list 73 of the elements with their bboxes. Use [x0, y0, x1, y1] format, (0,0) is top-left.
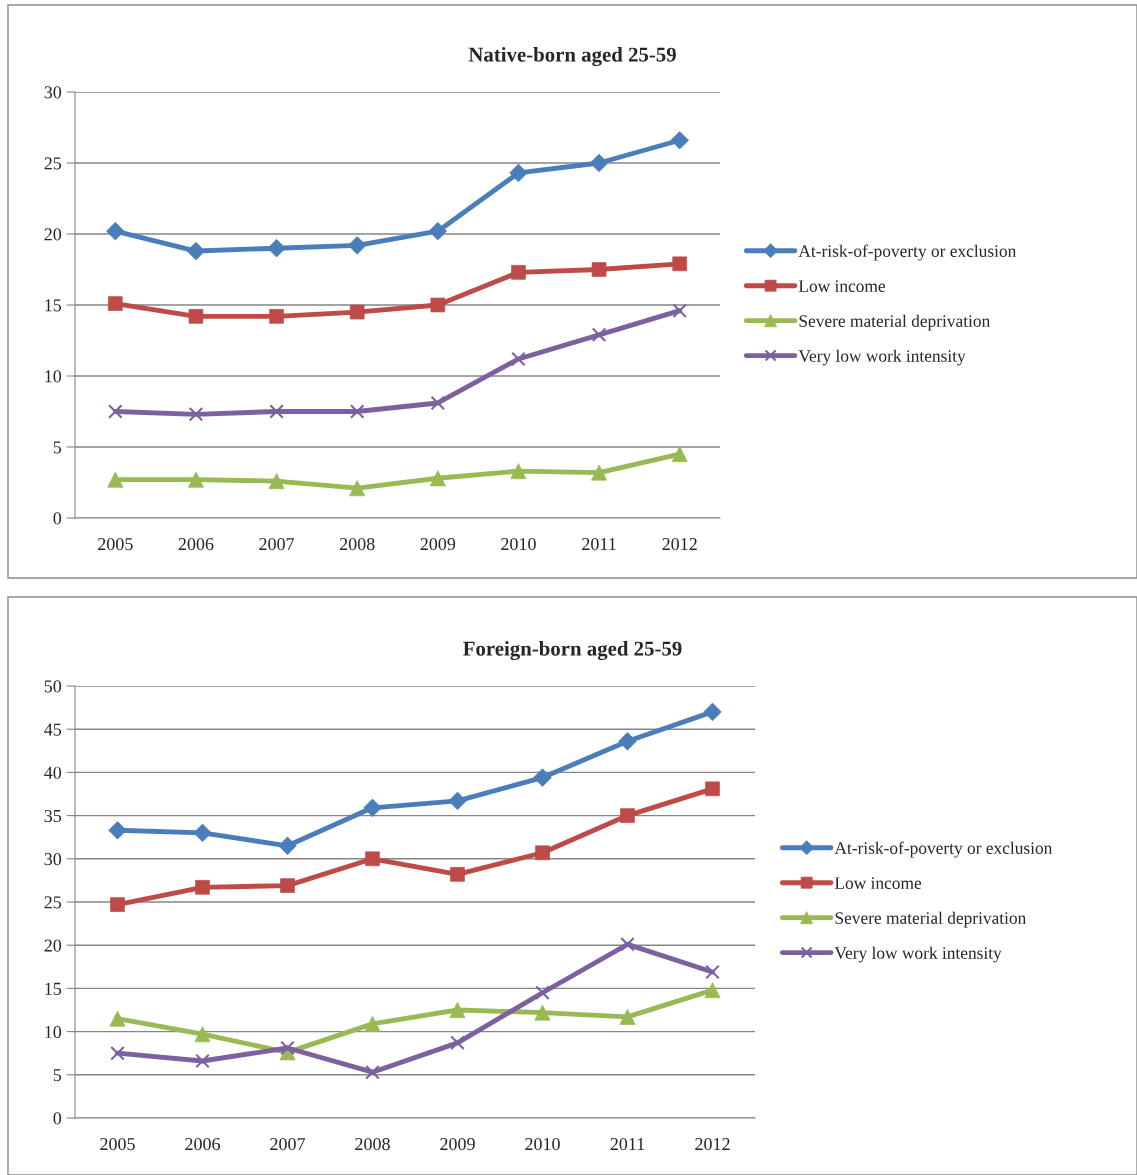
- point: [188, 309, 204, 324]
- y-tick-label: 5: [53, 1069, 62, 1082]
- point: [363, 798, 382, 818]
- point: [705, 964, 720, 980]
- y-tick-label: 0: [53, 512, 62, 525]
- legend-label: Severe material deprivation: [835, 911, 1027, 928]
- point: [509, 163, 528, 183]
- point: [195, 1053, 210, 1069]
- point: [188, 407, 204, 422]
- x-tick-label: 2010: [525, 1137, 560, 1151]
- x-tick-label: 2007: [270, 1137, 306, 1151]
- y-tick-label: 25: [44, 896, 62, 909]
- chart-title: Foreign-born aged 25-59: [463, 640, 682, 661]
- x-tick-label: 2005: [98, 537, 133, 551]
- point: [349, 404, 365, 419]
- x-tick-label: 2008: [339, 537, 375, 551]
- y-tick-label: 40: [44, 766, 62, 779]
- legend-label: Very low work intensity: [834, 946, 1002, 963]
- x-tick-label: 2007: [259, 537, 295, 551]
- point: [672, 303, 687, 318]
- y-tick-label: 10: [45, 370, 62, 383]
- point: [365, 1064, 380, 1080]
- point: [535, 985, 550, 1001]
- y-tick-label: 35: [44, 809, 62, 823]
- point: [110, 1045, 125, 1061]
- point: [671, 446, 688, 463]
- point: [280, 1040, 295, 1056]
- x-tick-label: 2006: [185, 1137, 221, 1151]
- x-tick-label: 2010: [501, 537, 536, 551]
- x-tick-label: 2009: [440, 1137, 475, 1151]
- point: [672, 256, 687, 272]
- point: [269, 404, 284, 419]
- point: [108, 821, 127, 840]
- x-tick-label: 2012: [695, 1137, 730, 1151]
- point: [591, 327, 607, 343]
- legend-label: Very low work intensity: [798, 349, 966, 366]
- y-tick-label: 20: [44, 939, 62, 952]
- point: [268, 473, 285, 490]
- legend-label: At-risk-of-poverty or exclusion: [834, 841, 1053, 858]
- y-tick-label: 0: [53, 1112, 62, 1125]
- legend-label: Severe material deprivation: [799, 314, 990, 331]
- y-tick-label: 15: [45, 982, 62, 995]
- y-tick-label: 20: [44, 228, 62, 241]
- point: [108, 404, 123, 419]
- y-tick-label: 5: [53, 441, 62, 454]
- point: [450, 1035, 465, 1051]
- y-tick-label: 50: [44, 680, 62, 693]
- point: [511, 351, 526, 367]
- point: [193, 823, 212, 843]
- x-tick-label: 2011: [610, 1137, 645, 1151]
- y-tick-label: 30: [44, 853, 62, 866]
- point: [704, 982, 721, 999]
- x-tick-label: 2011: [582, 537, 616, 551]
- legend-label: Low income: [834, 877, 922, 889]
- x-tick-label: 2009: [420, 537, 456, 551]
- legend-label: Low income: [798, 280, 886, 292]
- point: [430, 395, 446, 411]
- point: [449, 1002, 466, 1018]
- point: [269, 309, 284, 324]
- y-tick-label: 10: [45, 1025, 62, 1039]
- y-tick-label: 30: [44, 86, 62, 99]
- point: [620, 937, 635, 952]
- x-tick-label: 2005: [100, 1137, 135, 1151]
- legend-label: At-risk-of-poverty or exclusion: [798, 244, 1017, 261]
- x-tick-label: 2008: [355, 1137, 390, 1151]
- x-tick-label: 2012: [662, 537, 697, 551]
- y-tick-label: 45: [44, 723, 62, 736]
- y-tick-label: 25: [44, 157, 62, 170]
- point: [108, 296, 123, 311]
- chart-title: Native-born aged 25-59: [468, 46, 676, 67]
- point: [267, 239, 286, 258]
- x-tick-label: 2006: [178, 537, 214, 551]
- y-tick-label: 15: [45, 299, 62, 312]
